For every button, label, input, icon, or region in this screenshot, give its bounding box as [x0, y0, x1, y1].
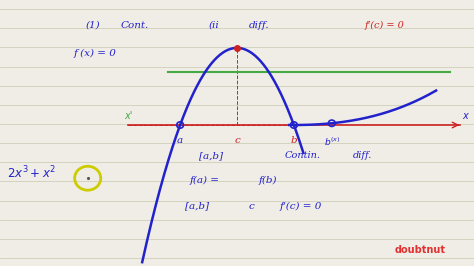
Text: f'(c) = 0: f'(c) = 0 [365, 21, 405, 30]
Text: a: a [177, 136, 183, 145]
Text: [a,b]: [a,b] [185, 202, 209, 211]
Text: b: b [291, 136, 297, 145]
Text: c: c [234, 136, 240, 145]
Text: f(a) =: f(a) = [190, 176, 219, 185]
Text: $b^{(x)}$: $b^{(x)}$ [324, 136, 340, 148]
Text: [a,b]: [a,b] [199, 151, 223, 160]
Text: c: c [249, 202, 255, 211]
Text: Contin.: Contin. [284, 151, 320, 160]
Text: $2x^3+ x^2$: $2x^3+ x^2$ [7, 165, 56, 181]
Text: f'(c) = 0: f'(c) = 0 [280, 202, 322, 211]
Text: f (x) = 0: f (x) = 0 [73, 49, 116, 58]
Text: diff.: diff. [249, 21, 270, 30]
Text: x': x' [124, 111, 132, 121]
Text: Cont.: Cont. [121, 21, 149, 30]
Text: (1): (1) [85, 21, 100, 30]
Text: doubtnut: doubtnut [394, 245, 446, 255]
Text: x: x [462, 111, 468, 121]
Text: diff.: diff. [353, 151, 373, 160]
Text: f(b): f(b) [258, 176, 277, 185]
Text: (ii: (ii [209, 21, 219, 30]
